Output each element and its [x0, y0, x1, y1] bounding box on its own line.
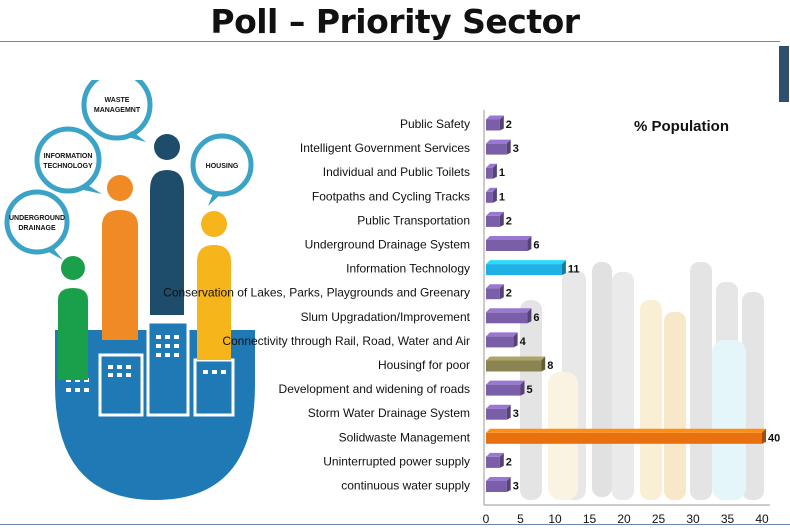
- bubble-label-line: TECHNOLOGY: [43, 163, 93, 170]
- category-label: Footpaths and Cycling Tracks: [312, 189, 470, 203]
- data-label: 5: [527, 384, 533, 396]
- bubble-label-line: UNDERGROUND: [9, 215, 65, 222]
- bubble-label-line: INFORMATION: [44, 153, 93, 160]
- x-tick-label: 25: [652, 512, 666, 526]
- category-label: Information Technology: [346, 262, 470, 276]
- legend-label: % Population: [634, 118, 729, 135]
- page-title: Poll – Priority Sector: [210, 2, 580, 41]
- hands-background: [520, 262, 764, 500]
- category-label: Individual and Public Toilets: [323, 165, 470, 179]
- person-head-orange: [107, 175, 133, 201]
- bar: [486, 452, 504, 468]
- category-label: Development and widening of roads: [279, 382, 470, 396]
- city-people-illustration: WASTE MANAGEMNT INFORMATION TECHNOLOGY H…: [4, 80, 255, 500]
- bottom-divider: [0, 524, 790, 525]
- category-label: Uninterrupted power supply: [323, 454, 470, 468]
- category-label: Connectivity through Rail, Road, Water a…: [222, 334, 470, 348]
- bubble-label-line: WASTE: [105, 97, 130, 104]
- person-body-orange: [102, 210, 138, 340]
- side-accent-bar: [779, 46, 789, 102]
- bubble-information-technology: INFORMATION TECHNOLOGY: [34, 126, 102, 194]
- bar: [486, 187, 497, 203]
- bar: [486, 260, 566, 276]
- bubble-label-line: HOUSING: [206, 163, 239, 170]
- data-label: 2: [506, 456, 512, 468]
- data-label: 3: [513, 481, 519, 493]
- person-body-green: [58, 288, 88, 380]
- bar: [486, 211, 504, 227]
- category-label: Underground Drainage System: [305, 238, 470, 252]
- person-body-yellow: [197, 245, 231, 360]
- category-label: Solidwaste Management: [339, 430, 471, 444]
- x-tick-label: 10: [548, 512, 562, 526]
- category-label: Storm Water Drainage System: [308, 406, 470, 420]
- data-label: 2: [506, 215, 512, 227]
- bar: [486, 163, 497, 179]
- bar: [486, 115, 504, 131]
- data-label: 1: [499, 167, 505, 179]
- ticks-layer: 0 5 10 15 20 25 30 35 40: [483, 512, 769, 526]
- data-label: 4: [520, 336, 527, 348]
- data-label: 3: [513, 408, 519, 420]
- bubble-waste-management: WASTE MANAGEMNT: [81, 80, 153, 142]
- x-tick-label: 30: [686, 512, 700, 526]
- person-head-green: [61, 256, 85, 280]
- x-tick-label: 20: [617, 512, 631, 526]
- bar: [486, 428, 766, 444]
- bubble-housing: HOUSING: [190, 133, 254, 206]
- data-label: 1: [499, 191, 505, 203]
- bubble-label-line: MANAGEMNT: [94, 107, 141, 114]
- labels-layer: Public Safety 2 Intelligent Government Ser…: [163, 117, 780, 493]
- category-label: Housingf for poor: [378, 358, 470, 372]
- category-label: Conservation of Lakes, Parks, Playground…: [163, 286, 470, 300]
- bars-layer: [486, 115, 766, 492]
- person-body-navy: [150, 170, 184, 315]
- bubble-underground-drainage: UNDERGROUND DRAINAGE: [4, 189, 70, 260]
- data-label: 11: [568, 264, 580, 276]
- data-label: 3: [513, 143, 519, 155]
- bar: [486, 404, 511, 420]
- category-label: Public Safety: [400, 117, 470, 131]
- x-tick-label: 15: [583, 512, 597, 526]
- bar: [486, 332, 518, 348]
- bubble-label-line: DRAINAGE: [18, 225, 56, 232]
- data-label: 6: [533, 312, 539, 324]
- person-head-yellow: [201, 211, 227, 237]
- bar: [486, 308, 532, 324]
- data-label: 2: [506, 119, 512, 131]
- top-divider: [0, 41, 780, 42]
- bar: [486, 236, 532, 251]
- bar: [486, 284, 504, 300]
- bar: [486, 139, 511, 155]
- x-tick-label: 0: [483, 512, 490, 526]
- category-label: Intelligent Government Services: [300, 141, 470, 155]
- x-tick-label: 40: [755, 512, 769, 526]
- bar: [486, 356, 546, 372]
- person-head-navy: [154, 134, 180, 160]
- building: [193, 358, 235, 417]
- data-label: 40: [768, 432, 780, 444]
- x-tick-label: 5: [517, 512, 524, 526]
- category-label: Public Transportation: [357, 213, 470, 227]
- data-label: 8: [547, 360, 553, 372]
- data-label: 6: [533, 240, 539, 252]
- bar: [486, 380, 525, 396]
- building: [146, 320, 190, 417]
- x-tick-label: 35: [721, 512, 735, 526]
- data-label: 2: [506, 288, 512, 300]
- category-label: continuous water supply: [341, 479, 470, 493]
- category-label: Slum Upgradation/Improvement: [301, 310, 471, 324]
- bar: [486, 477, 511, 492]
